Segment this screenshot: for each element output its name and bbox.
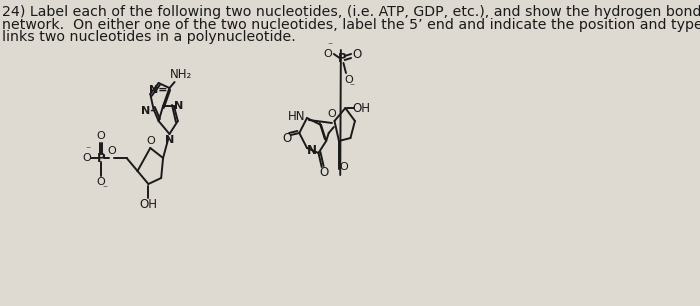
Text: O: O	[282, 132, 291, 144]
Text: O: O	[320, 166, 329, 178]
Text: network.  On either one of the two nucleotides, label the 5’ end and indicate th: network. On either one of the two nucleo…	[2, 17, 700, 32]
Text: O: O	[323, 49, 332, 59]
Text: N: N	[307, 144, 317, 156]
Text: NH₂: NH₂	[170, 68, 192, 80]
Text: O: O	[146, 136, 155, 146]
Text: ⁻: ⁻	[85, 145, 90, 155]
Text: OH: OH	[139, 199, 158, 211]
Text: N: N	[174, 101, 183, 111]
Text: O: O	[344, 75, 353, 85]
Text: O: O	[82, 153, 91, 163]
Text: OH: OH	[352, 102, 370, 114]
Text: O: O	[107, 146, 116, 156]
Text: HN: HN	[288, 110, 305, 122]
Text: P: P	[338, 51, 346, 65]
Text: ⁻: ⁻	[349, 82, 354, 92]
Text: P: P	[97, 151, 106, 165]
Text: 24) Label each of the following two nucleotides, (i.e. ATP, GDP, etc.), and show: 24) Label each of the following two nucl…	[2, 5, 700, 19]
Text: O: O	[97, 131, 106, 141]
Text: N: N	[165, 135, 175, 145]
Text: O: O	[340, 162, 349, 172]
Text: O: O	[97, 177, 106, 187]
Text: N=: N=	[149, 85, 168, 95]
Text: O: O	[352, 47, 361, 61]
Text: N-: N-	[141, 106, 155, 116]
Text: ⁻: ⁻	[102, 184, 107, 194]
Text: O: O	[327, 109, 336, 119]
Text: ⁻: ⁻	[328, 41, 332, 51]
Text: links two nucleotides in a polynucleotide.: links two nucleotides in a polynucleotid…	[2, 30, 295, 44]
